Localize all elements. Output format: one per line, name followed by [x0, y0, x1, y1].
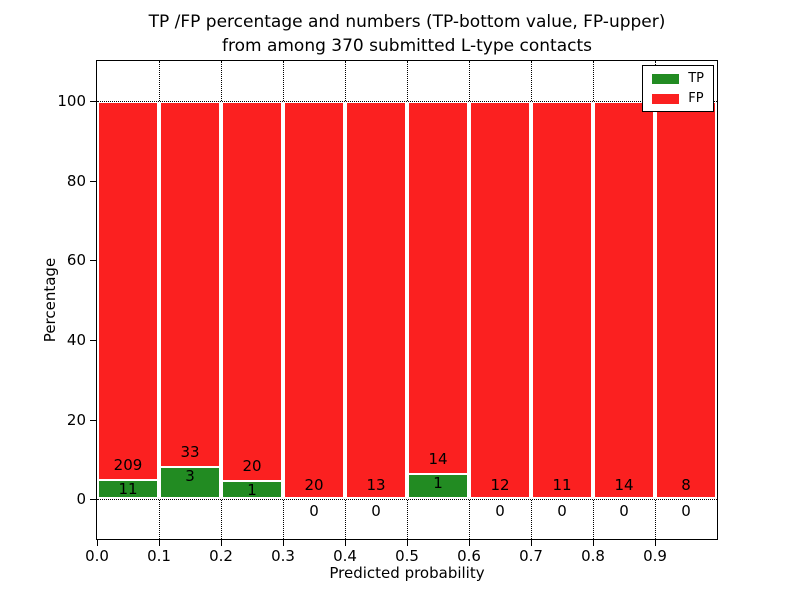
x-tick-label: 0.7 [519, 547, 543, 565]
y-tick-mark [90, 499, 96, 501]
y-tick-mark [90, 339, 96, 341]
x-tick-mark [345, 540, 346, 546]
tp-count-label: 0 [371, 502, 381, 521]
legend-entry-fp: FP [652, 92, 704, 105]
fp-bar [159, 100, 221, 500]
fp-count-label: 14 [614, 476, 634, 495]
legend: TP FP [642, 65, 714, 112]
tp-count-label: 11 [118, 480, 138, 499]
x-tick-label: 0.0 [85, 547, 109, 565]
x-tick-label: 0.3 [271, 547, 295, 565]
tp-bar [159, 465, 221, 500]
x-tick-mark [283, 540, 284, 546]
fp-count-label: 11 [552, 476, 572, 495]
x-tick-mark [469, 540, 470, 546]
legend-entry-tp: TP [652, 72, 704, 85]
y-axis-label: Percentage [41, 257, 59, 343]
tp-legend-swatch [652, 73, 680, 84]
tp-count-label: 3 [185, 466, 195, 485]
plot-area: TP FP 209 11 33 3 20 1 20 0 13 0 14 1 12 0 11 0 14 0 8 0 [96, 60, 718, 540]
chart-title-line1: TP /FP percentage and numbers (TP-bottom… [148, 12, 666, 32]
x-tick-label: 0.5 [395, 547, 419, 565]
y-tick-mark [90, 100, 96, 102]
fp-count-label: 13 [366, 476, 386, 495]
fp-legend-label: FP [688, 91, 704, 106]
fp-count-label: 209 [113, 456, 143, 475]
tp-bar [97, 479, 159, 500]
x-tick-mark [221, 540, 222, 546]
fp-count-label: 8 [681, 476, 691, 495]
x-tick-mark [97, 540, 98, 546]
x-tick-label: 0.6 [457, 547, 481, 565]
y-tick-mark [90, 419, 96, 421]
tp-count-label: 0 [309, 502, 319, 521]
x-tick-mark [593, 540, 594, 546]
fp-bar [221, 100, 283, 500]
y-tick-label: 100 [57, 91, 86, 110]
y-tick-mark [90, 260, 96, 262]
fp-bar [655, 100, 717, 500]
fp-bar [593, 100, 655, 500]
tp-count-label: 0 [681, 502, 691, 521]
y-tick-label: 40 [66, 330, 86, 349]
x-tick-label: 0.9 [643, 547, 667, 565]
tp-bar [221, 480, 283, 500]
tp-count-label: 0 [495, 502, 505, 521]
y-tick-label: 20 [66, 410, 86, 429]
x-tick-mark [655, 540, 656, 546]
x-tick-mark [407, 540, 408, 546]
tp-bar [407, 472, 469, 500]
fp-count-label: 20 [242, 457, 262, 476]
y-tick-mark [90, 180, 96, 182]
x-tick-mark [531, 540, 532, 546]
tp-count-label: 0 [557, 502, 567, 521]
x-axis-label: Predicted probability [329, 564, 485, 582]
fp-bar [469, 100, 531, 500]
y-tick-label: 0 [76, 490, 86, 509]
x-tick-mark [159, 540, 160, 546]
y-tick-label: 80 [66, 171, 86, 190]
fp-count-label: 33 [180, 442, 200, 461]
fp-bar [407, 100, 469, 500]
tp-count-label: 1 [433, 473, 443, 492]
tp-legend-label: TP [688, 71, 704, 86]
chart-title: TP /FP percentage and numbers (TP-bottom… [96, 10, 718, 58]
x-tick-label: 0.1 [147, 547, 171, 565]
fp-bar [345, 100, 407, 500]
gridline-horizontal [97, 499, 717, 501]
x-tick-label: 0.8 [581, 547, 605, 565]
gridline-horizontal [97, 100, 717, 102]
fp-bar [283, 100, 345, 500]
fp-count-label: 12 [490, 476, 510, 495]
fp-count-label: 14 [428, 449, 448, 468]
chart-title-line2: from among 370 submitted L-type contacts [221, 36, 592, 56]
fp-count-label: 20 [304, 476, 324, 495]
fp-bar [97, 100, 159, 500]
x-tick-label: 0.2 [209, 547, 233, 565]
tp-count-label: 0 [619, 502, 629, 521]
fp-legend-swatch [652, 93, 680, 104]
y-tick-label: 60 [66, 251, 86, 270]
x-tick-label: 0.4 [333, 547, 357, 565]
fp-bar [531, 100, 593, 500]
tp-count-label: 1 [247, 481, 257, 500]
